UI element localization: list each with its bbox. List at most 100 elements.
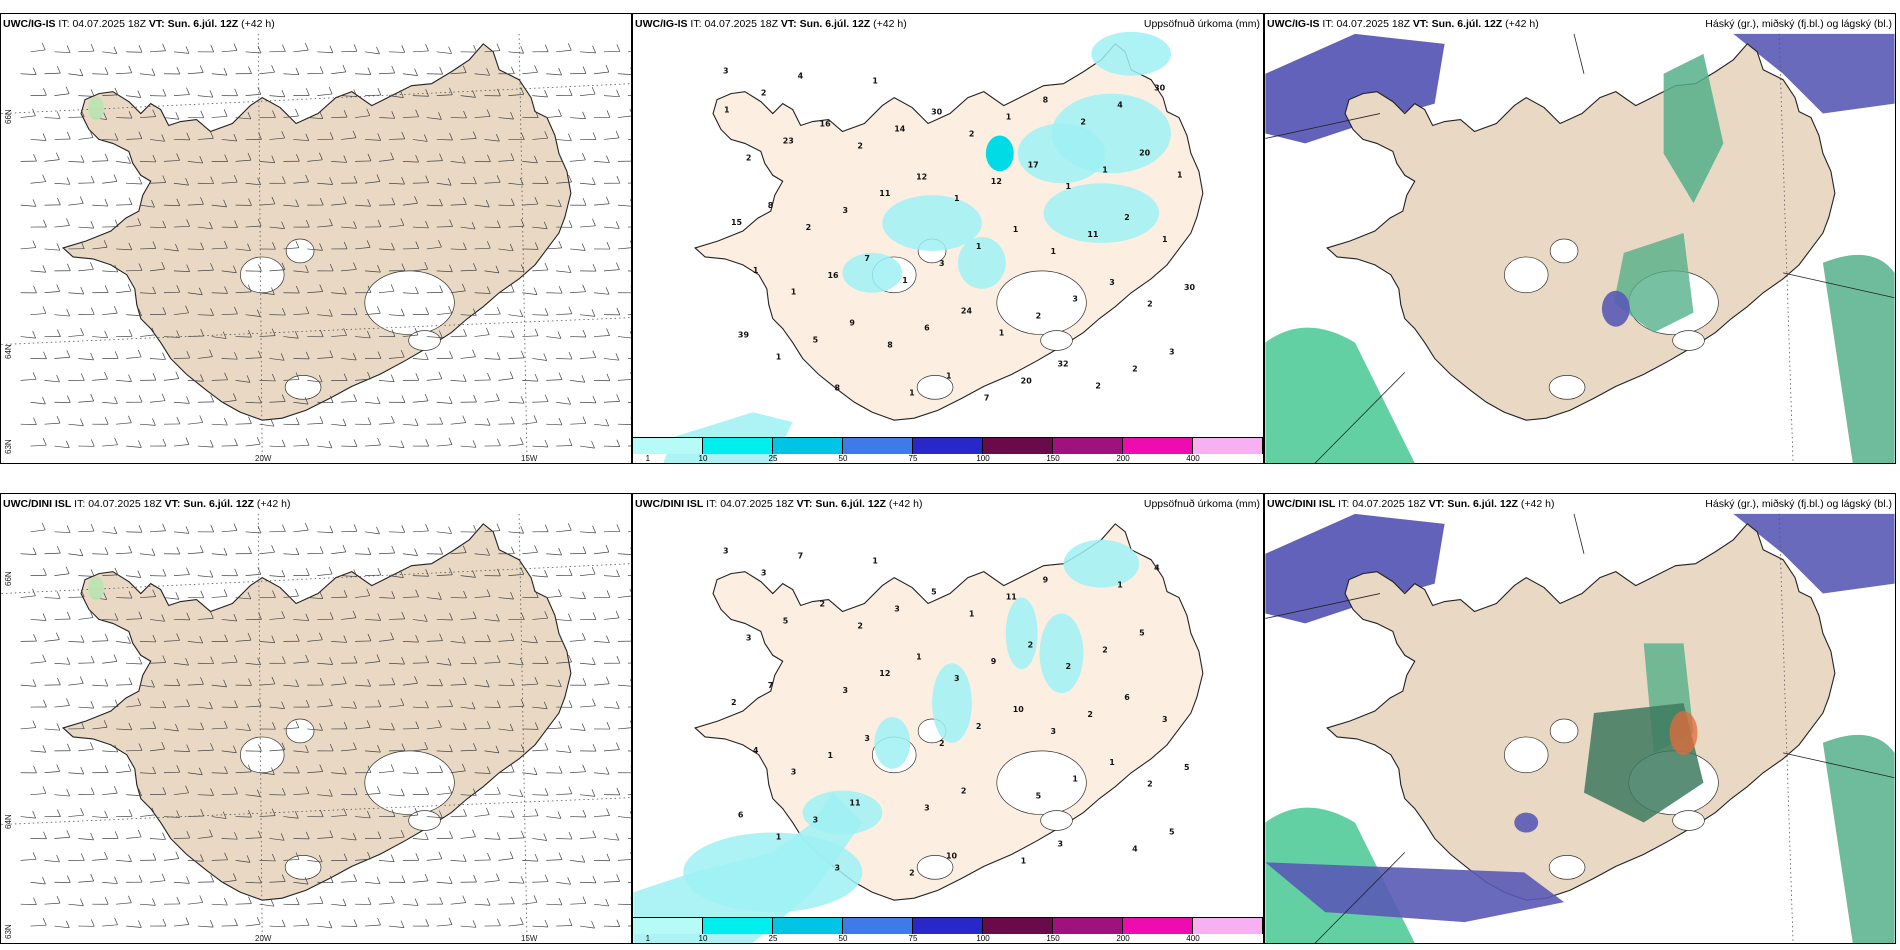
wind-barb [149,741,165,752]
wind-barb [498,810,515,818]
wind-barb [556,877,571,885]
lat-label-64n: 64N [4,344,13,359]
wind-barb [78,175,95,184]
wind-barb [450,636,466,644]
wind-barb-staff [30,750,46,753]
wind-barb [365,744,381,753]
wind-barb [450,590,467,599]
wind-barb [365,306,381,316]
wind-barb [78,523,95,533]
wind-barb-flag [390,374,395,382]
wind-barb [460,920,477,928]
wind-barb-staff [126,618,142,620]
wind-barb [580,525,596,534]
wind-barb [44,111,61,119]
wind-barb-staff [235,291,252,294]
wind-barb [388,611,406,620]
wind-barb [570,591,586,600]
wind-barb-flag [353,569,358,577]
wind-barb-flag [592,525,596,534]
wind-barb-flag [80,808,84,816]
wind-barb-flag [449,567,453,575]
wind-barb-staff [426,726,442,730]
wind-barb-staff [221,750,237,754]
wind-barb [269,176,286,184]
wind-barb-flag [176,765,181,773]
wind-barb [78,439,95,447]
wind-barb [426,198,443,207]
wind-barb-flag [186,876,190,884]
wind-barb-flag [510,764,515,773]
wind-barb [126,875,143,883]
wind-barb-flag [32,547,37,555]
precip-value: 11 [879,189,890,198]
precip-value: 2 [1087,710,1093,719]
precip-map-dini: 3 2 1 10 1 6 3 5 2 6 4 11 10 9 5 7 3 2 3 4 5 12 2 1 5 7 3 9 2 5 3 2 11 2 2… [632,493,1264,944]
iceland-outline [62,43,572,421]
wind-barb [102,613,119,621]
wind-barb [269,439,286,448]
wind-barb-flag [224,154,228,162]
wind-barb-flag [282,524,286,532]
wind-barb-flag [511,546,515,554]
wind-barb-staff [388,925,405,928]
wind-barb-flag [210,308,214,316]
wind-barb-staff [388,531,405,533]
precip-value: 1 [1162,235,1168,244]
colorbar-tick-label: 50 [838,934,848,943]
wind-barb [187,242,204,250]
wind-barb [627,358,631,359]
wind-barb-flag [534,635,538,644]
wind-barb [402,373,420,381]
precip-area [882,195,982,251]
wind-barb-flag [352,130,357,138]
wind-barb-flag [305,438,310,446]
wind-barb-flag [247,243,251,251]
wind-barb [307,329,324,338]
wind-barb-staff [402,640,419,643]
wind-barb-flag [534,808,539,816]
wind-barb [259,808,276,817]
wind-barb [402,676,418,686]
wind-barb-flag [113,785,118,794]
wind-barb [211,679,227,688]
wind-barb [163,285,181,294]
wind-barb [365,876,381,885]
wind-barb-staff [187,902,203,905]
wind-barb [603,394,620,403]
wind-barb-staff [627,139,631,141]
wind-barb [484,614,500,622]
wind-barb [484,43,501,53]
wind-barb-staff [116,72,132,75]
wind-barb-staff [126,95,141,98]
wind-barb-flag [104,851,108,860]
wind-barb-staff [498,728,514,732]
low-cloud-spot [88,576,104,601]
wind-barb [197,131,214,140]
wind-barb [20,153,37,162]
wind-barb [522,287,538,295]
wind-barb [532,919,549,928]
lat-label-63n: 63N [4,924,13,939]
wind-barb [68,155,85,163]
wind-barb-staff [412,226,429,229]
wind-barb-staff [365,51,380,55]
wind-barb-flag [520,876,525,884]
wind-barb-flag [271,635,276,643]
wind-barb-flag [568,654,572,663]
wind-barb [149,700,167,709]
wind-barb [293,265,309,273]
wind-barb [78,655,95,664]
wind-barb [532,833,548,841]
precip-value: 20 [1021,376,1033,385]
wind-barb [269,524,286,533]
wind-barb-flag [377,264,381,273]
wind-barb-staff [197,356,213,359]
wind-barb-flag [605,898,610,907]
wind-barb [355,240,371,250]
wind-barb-staff [283,595,299,598]
wind-barb-staff [365,181,380,184]
wind-barb-staff [283,903,300,906]
wind-barb-flag [352,832,357,841]
wind-barb [221,655,238,664]
